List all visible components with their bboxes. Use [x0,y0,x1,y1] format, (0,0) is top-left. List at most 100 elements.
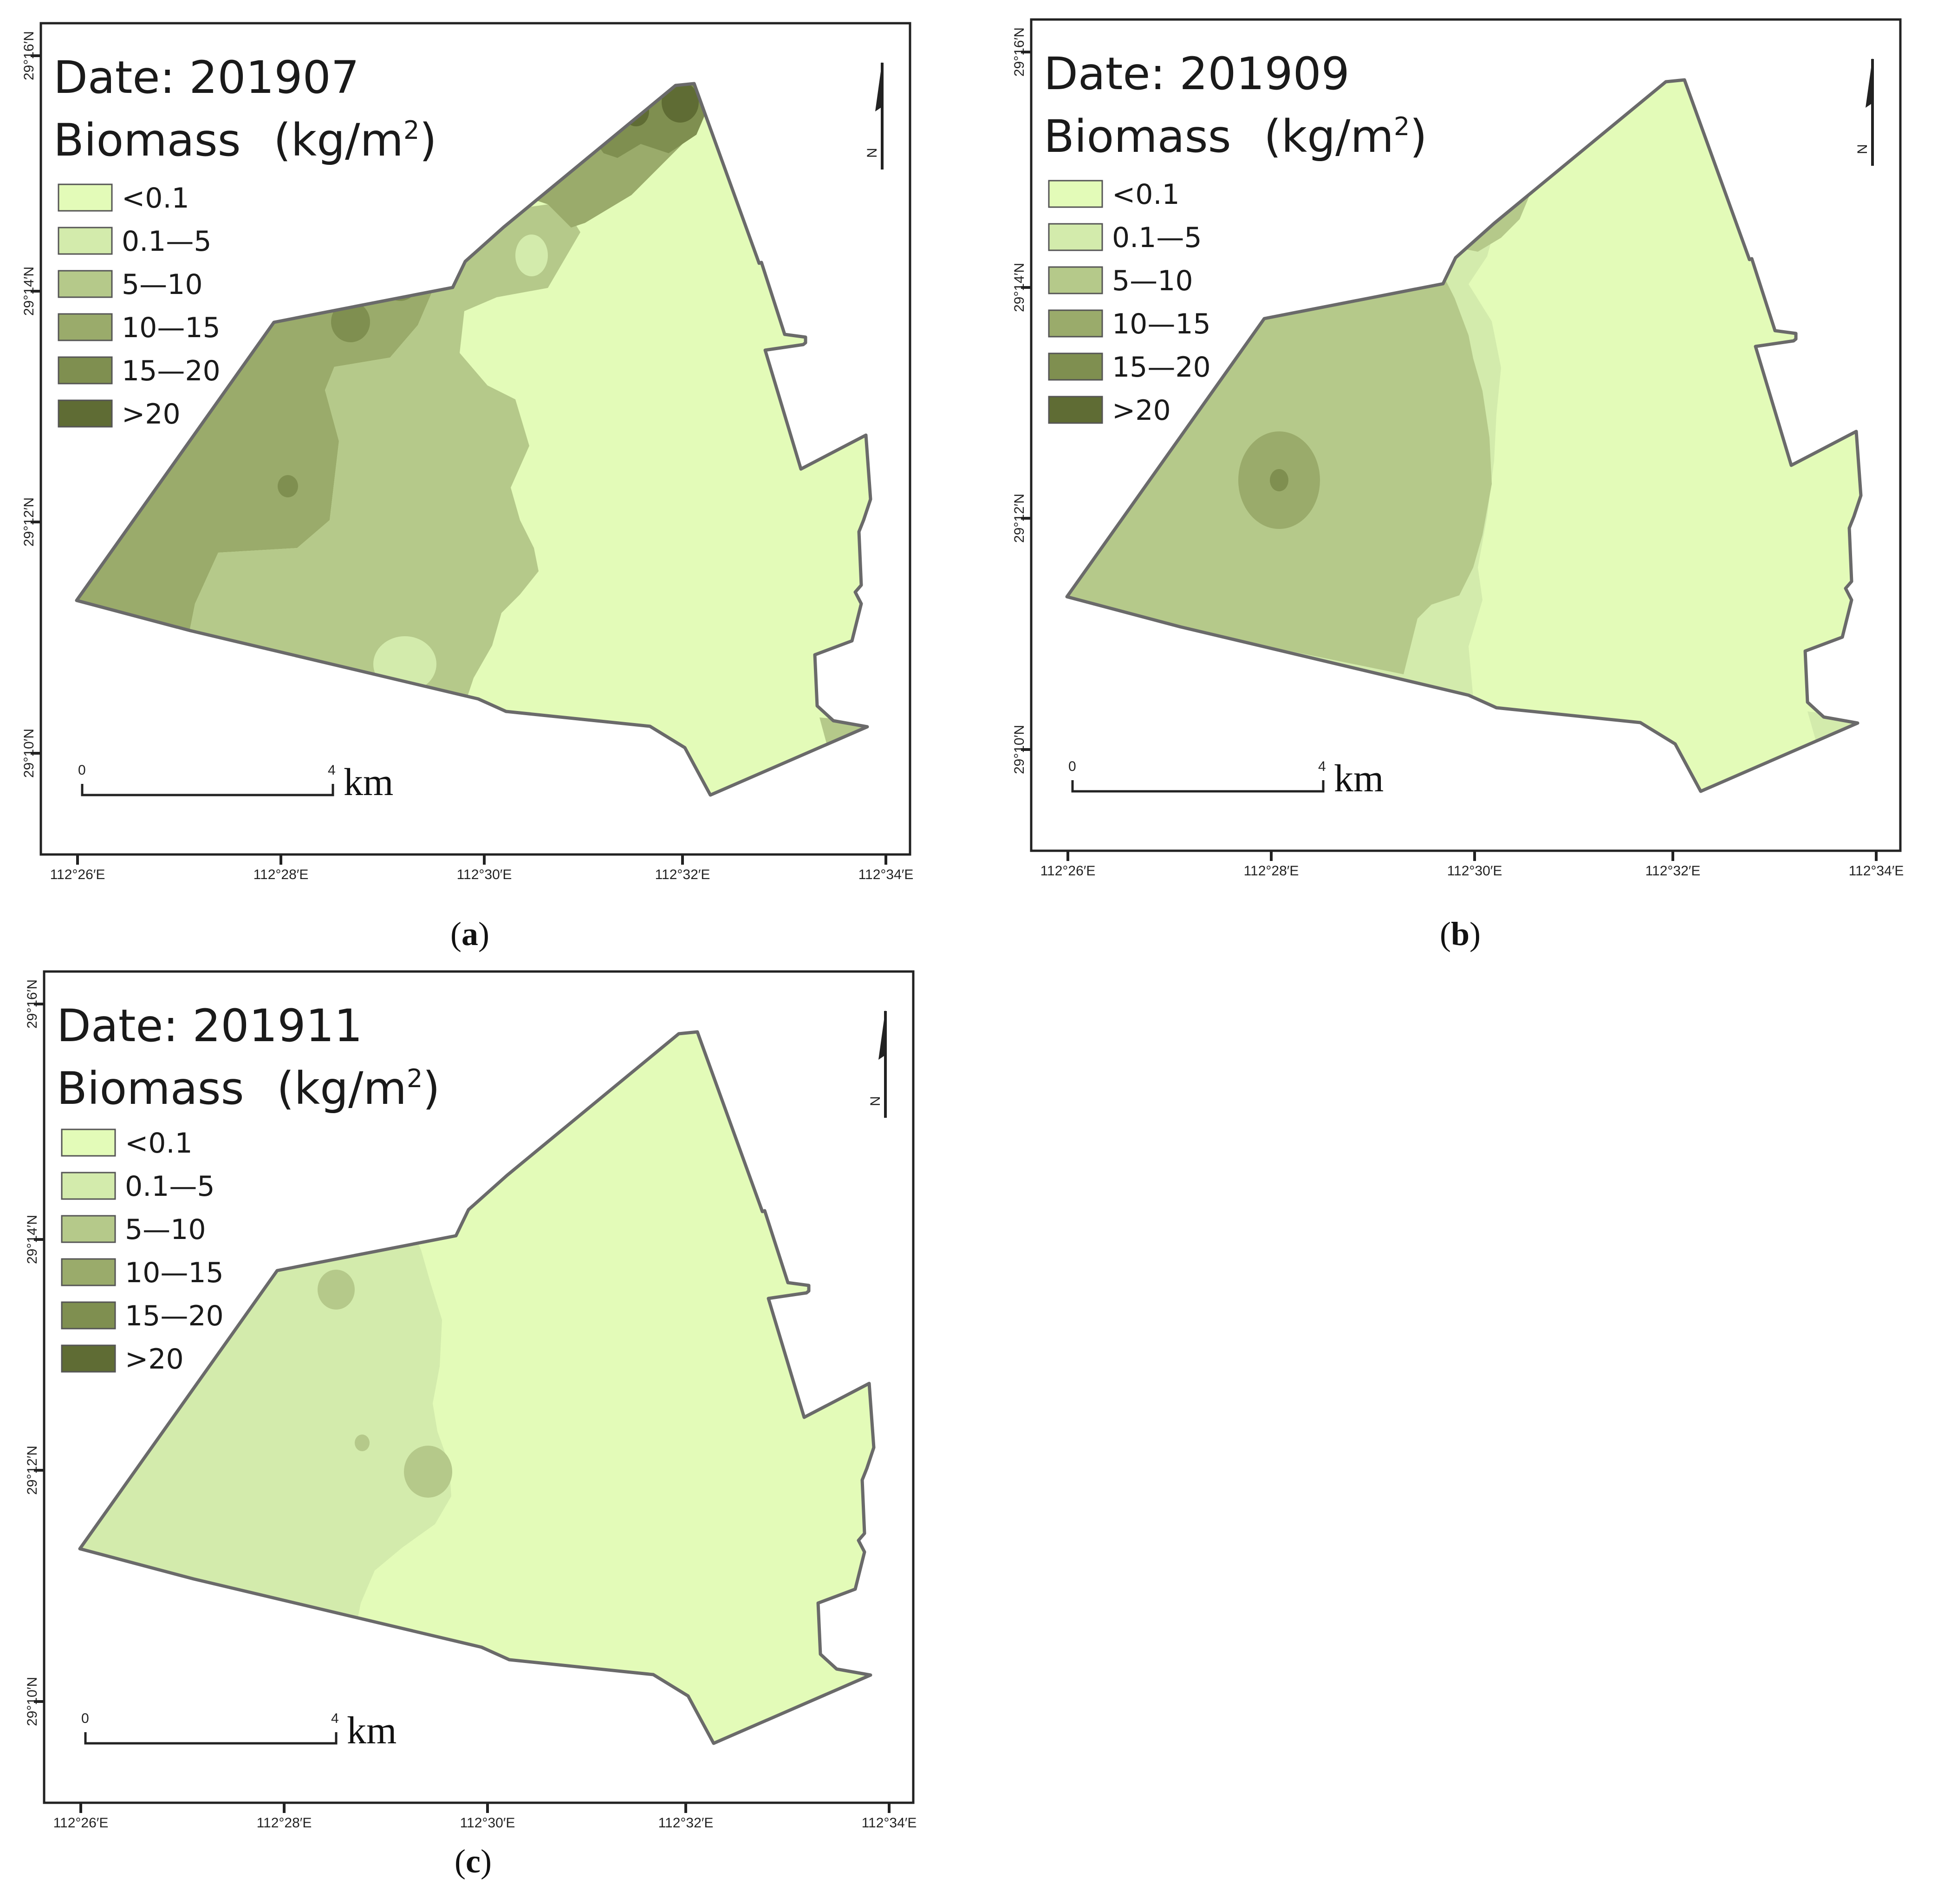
x-tick-label: 112°26′E [1040,863,1096,879]
legend-label: 10—15 [122,312,221,344]
caption-letter: c [466,1843,481,1880]
unit-prefix: (kg/m [277,1063,407,1115]
legend-swatch [61,1215,116,1243]
biomass-word: Biomass [53,114,241,166]
legend-label: 15—20 [122,355,221,387]
scale-bar-end: 4 [331,1711,339,1726]
x-tick-label: 112°30′E [457,867,512,882]
caption-open-paren: ( [455,1843,466,1880]
biomass-zone [278,475,298,497]
biomass-word: Biomass [1044,111,1231,163]
y-tick-label: 29°12′N [25,1446,40,1495]
legend-swatch [61,1172,116,1200]
map-title: Date: 201909 Biomass (kg/m2) [1044,48,1427,163]
legend-swatch [61,1128,116,1157]
date-label: Date: 201907 [53,52,359,104]
north-arrow-head [875,61,882,111]
legend-swatch [58,356,113,385]
caption-close-paren: ) [478,915,489,952]
x-axis: 112°26′E 112°28′E 112°30′E 112°32′E 112°… [50,854,914,882]
date-label: Date: 201909 [1044,48,1350,100]
legend: <0.1 0.1—5 5—10 10—15 15—20 >20 [58,182,221,430]
legend-swatch [58,399,113,428]
legend-swatch [61,1344,116,1373]
unit-prefix: (kg/m [273,114,403,166]
legend-swatch [1048,180,1103,208]
y-tick-label: 29°10′N [1012,725,1027,774]
legend-swatch [1048,223,1103,251]
legend-swatch [1048,396,1103,424]
biomass-zone [318,1270,355,1310]
y-tick-label: 29°16′N [1012,27,1027,77]
y-tick-label: 29°14′N [1012,263,1027,312]
biomass-surface [1067,80,1861,791]
study-area-boundary [75,82,872,797]
biomass-word: Biomass [57,1063,244,1115]
scale-bar-unit: km [1334,757,1384,800]
x-tick-label: 112°32′E [1645,863,1701,879]
scale-bar-end: 4 [328,763,336,778]
x-tick-label: 112°32′E [658,1815,714,1831]
legend-label: >20 [125,1343,184,1376]
x-tick-label: 112°32′E [655,867,710,882]
legend: <0.1 0.1—5 5—10 10—15 15—20 >20 [61,1127,224,1376]
x-tick-label: 112°34′E [858,867,914,882]
north-arrow: N [865,61,884,170]
scale-bar-line [1071,780,1325,793]
north-label: N [865,148,880,158]
caption-close-paren: ) [481,1843,492,1880]
scale-bar: 0 4 km [81,1709,397,1752]
scale-bar-line [84,1732,338,1745]
scale-bar-unit: km [347,1709,397,1752]
y-tick-label: 29°10′N [21,729,37,778]
unit-superscript: 2 [403,116,419,145]
biomass-zone [186,195,580,706]
scale-bar-start: 0 [78,763,86,778]
legend-swatch [58,227,113,255]
biomass-label: Biomass (kg/m2) [57,1063,440,1115]
x-tick-label: 112°26′E [53,1815,109,1831]
map-panel-c: Date: 201911 Biomass (kg/m2) <0.1 0.1—5 … [25,970,917,1880]
panel-caption: (a) [450,915,489,952]
legend-label: >20 [122,398,181,430]
y-tick-label: 29°12′N [21,497,37,547]
north-arrow-head [1866,58,1872,108]
study-area-boundary [78,1030,876,1745]
legend-label: 0.1—5 [1112,222,1202,254]
unit-superscript: 2 [1394,112,1410,141]
legend-swatch [58,313,113,341]
x-tick-label: 112°28′E [257,1815,312,1831]
legend-swatch [61,1301,116,1330]
scale-bar-line [81,784,334,796]
legend-label: 0.1—5 [122,225,212,258]
x-tick-label: 112°30′E [460,1815,515,1831]
biomass-zone [515,235,548,276]
legend-swatch [1048,352,1103,381]
legend-label: <0.1 [125,1127,193,1160]
unit-suffix: ) [419,114,436,166]
scale-bar-unit: km [344,761,393,804]
y-tick-label: 29°16′N [21,31,37,80]
x-tick-label: 112°30′E [1447,863,1502,879]
y-tick-label: 29°16′N [25,979,40,1029]
x-axis: 112°26′E 112°28′E 112°30′E 112°32′E 112°… [53,1803,917,1831]
caption-close-paren: ) [1469,915,1481,952]
north-label: N [1855,144,1870,154]
biomass-label: Biomass (kg/m2) [1044,111,1427,163]
scale-bar-start: 0 [1068,759,1076,774]
y-tick-label: 29°14′N [21,267,37,316]
legend-swatch [1048,309,1103,338]
caption-open-paren: ( [1440,915,1451,952]
legend-swatch [58,270,113,298]
caption-letter: a [462,915,478,952]
north-arrow: N [1855,58,1874,166]
unit-suffix: ) [423,1063,440,1115]
legend-label: 5—10 [125,1213,206,1246]
biomass-zone [404,1446,452,1498]
panel-caption: (b) [1440,915,1481,952]
legend-label: 10—15 [125,1257,224,1289]
legend-label: >20 [1112,394,1171,427]
scale-bar-end: 4 [1318,759,1326,774]
x-tick-label: 112°34′E [1849,863,1904,879]
